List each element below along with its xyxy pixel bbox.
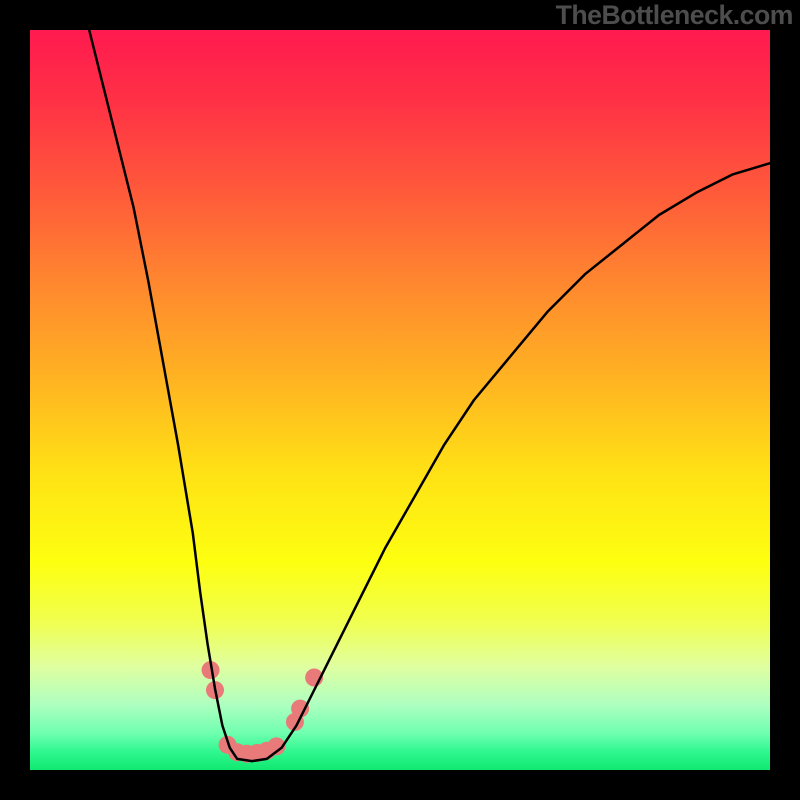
gradient-background bbox=[30, 30, 770, 770]
watermark-text: TheBottleneck.com bbox=[556, 0, 793, 31]
curve-marker bbox=[291, 700, 309, 718]
chart-svg bbox=[0, 0, 800, 800]
chart-frame: TheBottleneck.com bbox=[0, 0, 800, 800]
